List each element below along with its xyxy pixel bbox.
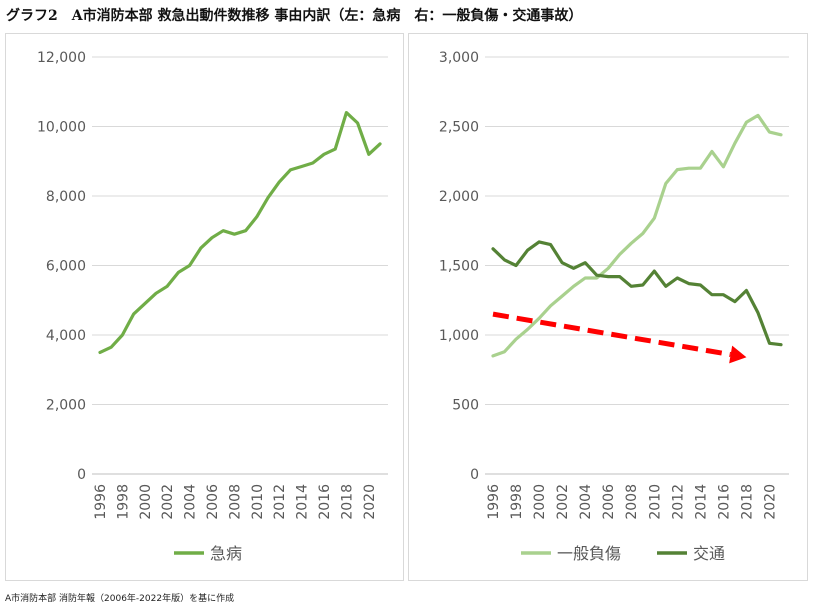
y-tick-label: 2,000 — [46, 398, 86, 414]
x-tick-label: 2018 — [339, 484, 355, 520]
y-tick-label: 12,000 — [37, 50, 86, 66]
x-tick-label: 2016 — [716, 484, 732, 520]
y-tick-label: 4,000 — [46, 328, 86, 344]
x-tick-label: 1998 — [115, 484, 131, 520]
x-tick-label: 2012 — [272, 484, 288, 520]
y-tick-label: 10,000 — [37, 120, 86, 136]
x-tick-label: 2002 — [555, 484, 571, 520]
x-tick-label: 2012 — [670, 484, 686, 520]
y-tick-label: 1,000 — [439, 328, 479, 344]
x-tick-label: 2006 — [601, 484, 617, 520]
x-tick-label: 2014 — [693, 484, 709, 520]
x-tick-label: 1998 — [509, 484, 525, 520]
y-tick-label: 6,000 — [46, 259, 86, 275]
x-tick-label: 2008 — [227, 484, 243, 520]
y-tick-label: 2,000 — [439, 189, 479, 205]
trend-arrow-head — [729, 345, 747, 364]
x-tick-label: 1996 — [486, 484, 502, 520]
legend-label: 交通 — [693, 544, 725, 563]
chart-emergency-illness: 0 2,000 4,000 6,000 8,000 10,000 12,000 1996 199… — [37, 50, 388, 563]
x-tick-label: 2006 — [205, 484, 221, 520]
legend-label: 急病 — [210, 544, 242, 563]
x-tick-label: 2014 — [295, 484, 311, 520]
legend-label: 一般負傷 — [557, 544, 621, 563]
page-title: グラフ2 A市消防本部 救急出動件数推移 事由内訳（左：急病 右：一般負傷・交通… — [6, 8, 583, 24]
x-tick-label: 2010 — [647, 484, 663, 520]
x-tick-label: 2004 — [578, 484, 594, 520]
x-tick-label: 2020 — [762, 484, 778, 520]
y-tick-label: 8,000 — [46, 189, 86, 205]
series-line — [98, 110, 382, 354]
x-tick-label: 2016 — [317, 484, 333, 520]
x-tick-label: 2000 — [138, 484, 154, 520]
x-tick-label: 2020 — [362, 484, 378, 520]
x-tick-label: 1996 — [93, 484, 109, 520]
y-tick-label: 3,000 — [439, 50, 479, 66]
x-tick-label: 2018 — [739, 484, 755, 520]
x-tick-label: 2000 — [532, 484, 548, 520]
chart-injury-traffic: 0 500 1,000 1,500 2,000 2,500 3,000 1996 1998 200… — [439, 50, 789, 563]
series-line — [491, 240, 783, 347]
series-line — [491, 113, 783, 358]
x-tick-label: 2002 — [160, 484, 176, 520]
x-tick-label: 2010 — [250, 484, 266, 520]
y-tick-label: 0 — [470, 467, 479, 483]
x-tick-label: 2008 — [624, 484, 640, 520]
source-note: A市消防本部 消防年報（2006年-2022年版）を基に作成 — [5, 594, 235, 604]
y-tick-label: 500 — [452, 398, 479, 414]
x-tick-label: 2004 — [183, 484, 199, 520]
y-tick-label: 2,500 — [439, 120, 479, 136]
trend-arrow-shaft — [492, 311, 732, 358]
y-tick-label: 0 — [77, 467, 86, 483]
y-tick-label: 1,500 — [439, 259, 479, 275]
chart-panel-injury-traffic: 0 500 1,000 1,500 2,000 2,500 3,000 1996 1998 200… — [408, 33, 808, 581]
chart-panel-emergency-illness: 0 2,000 4,000 6,000 8,000 10,000 12,000 1996 199… — [5, 33, 404, 581]
